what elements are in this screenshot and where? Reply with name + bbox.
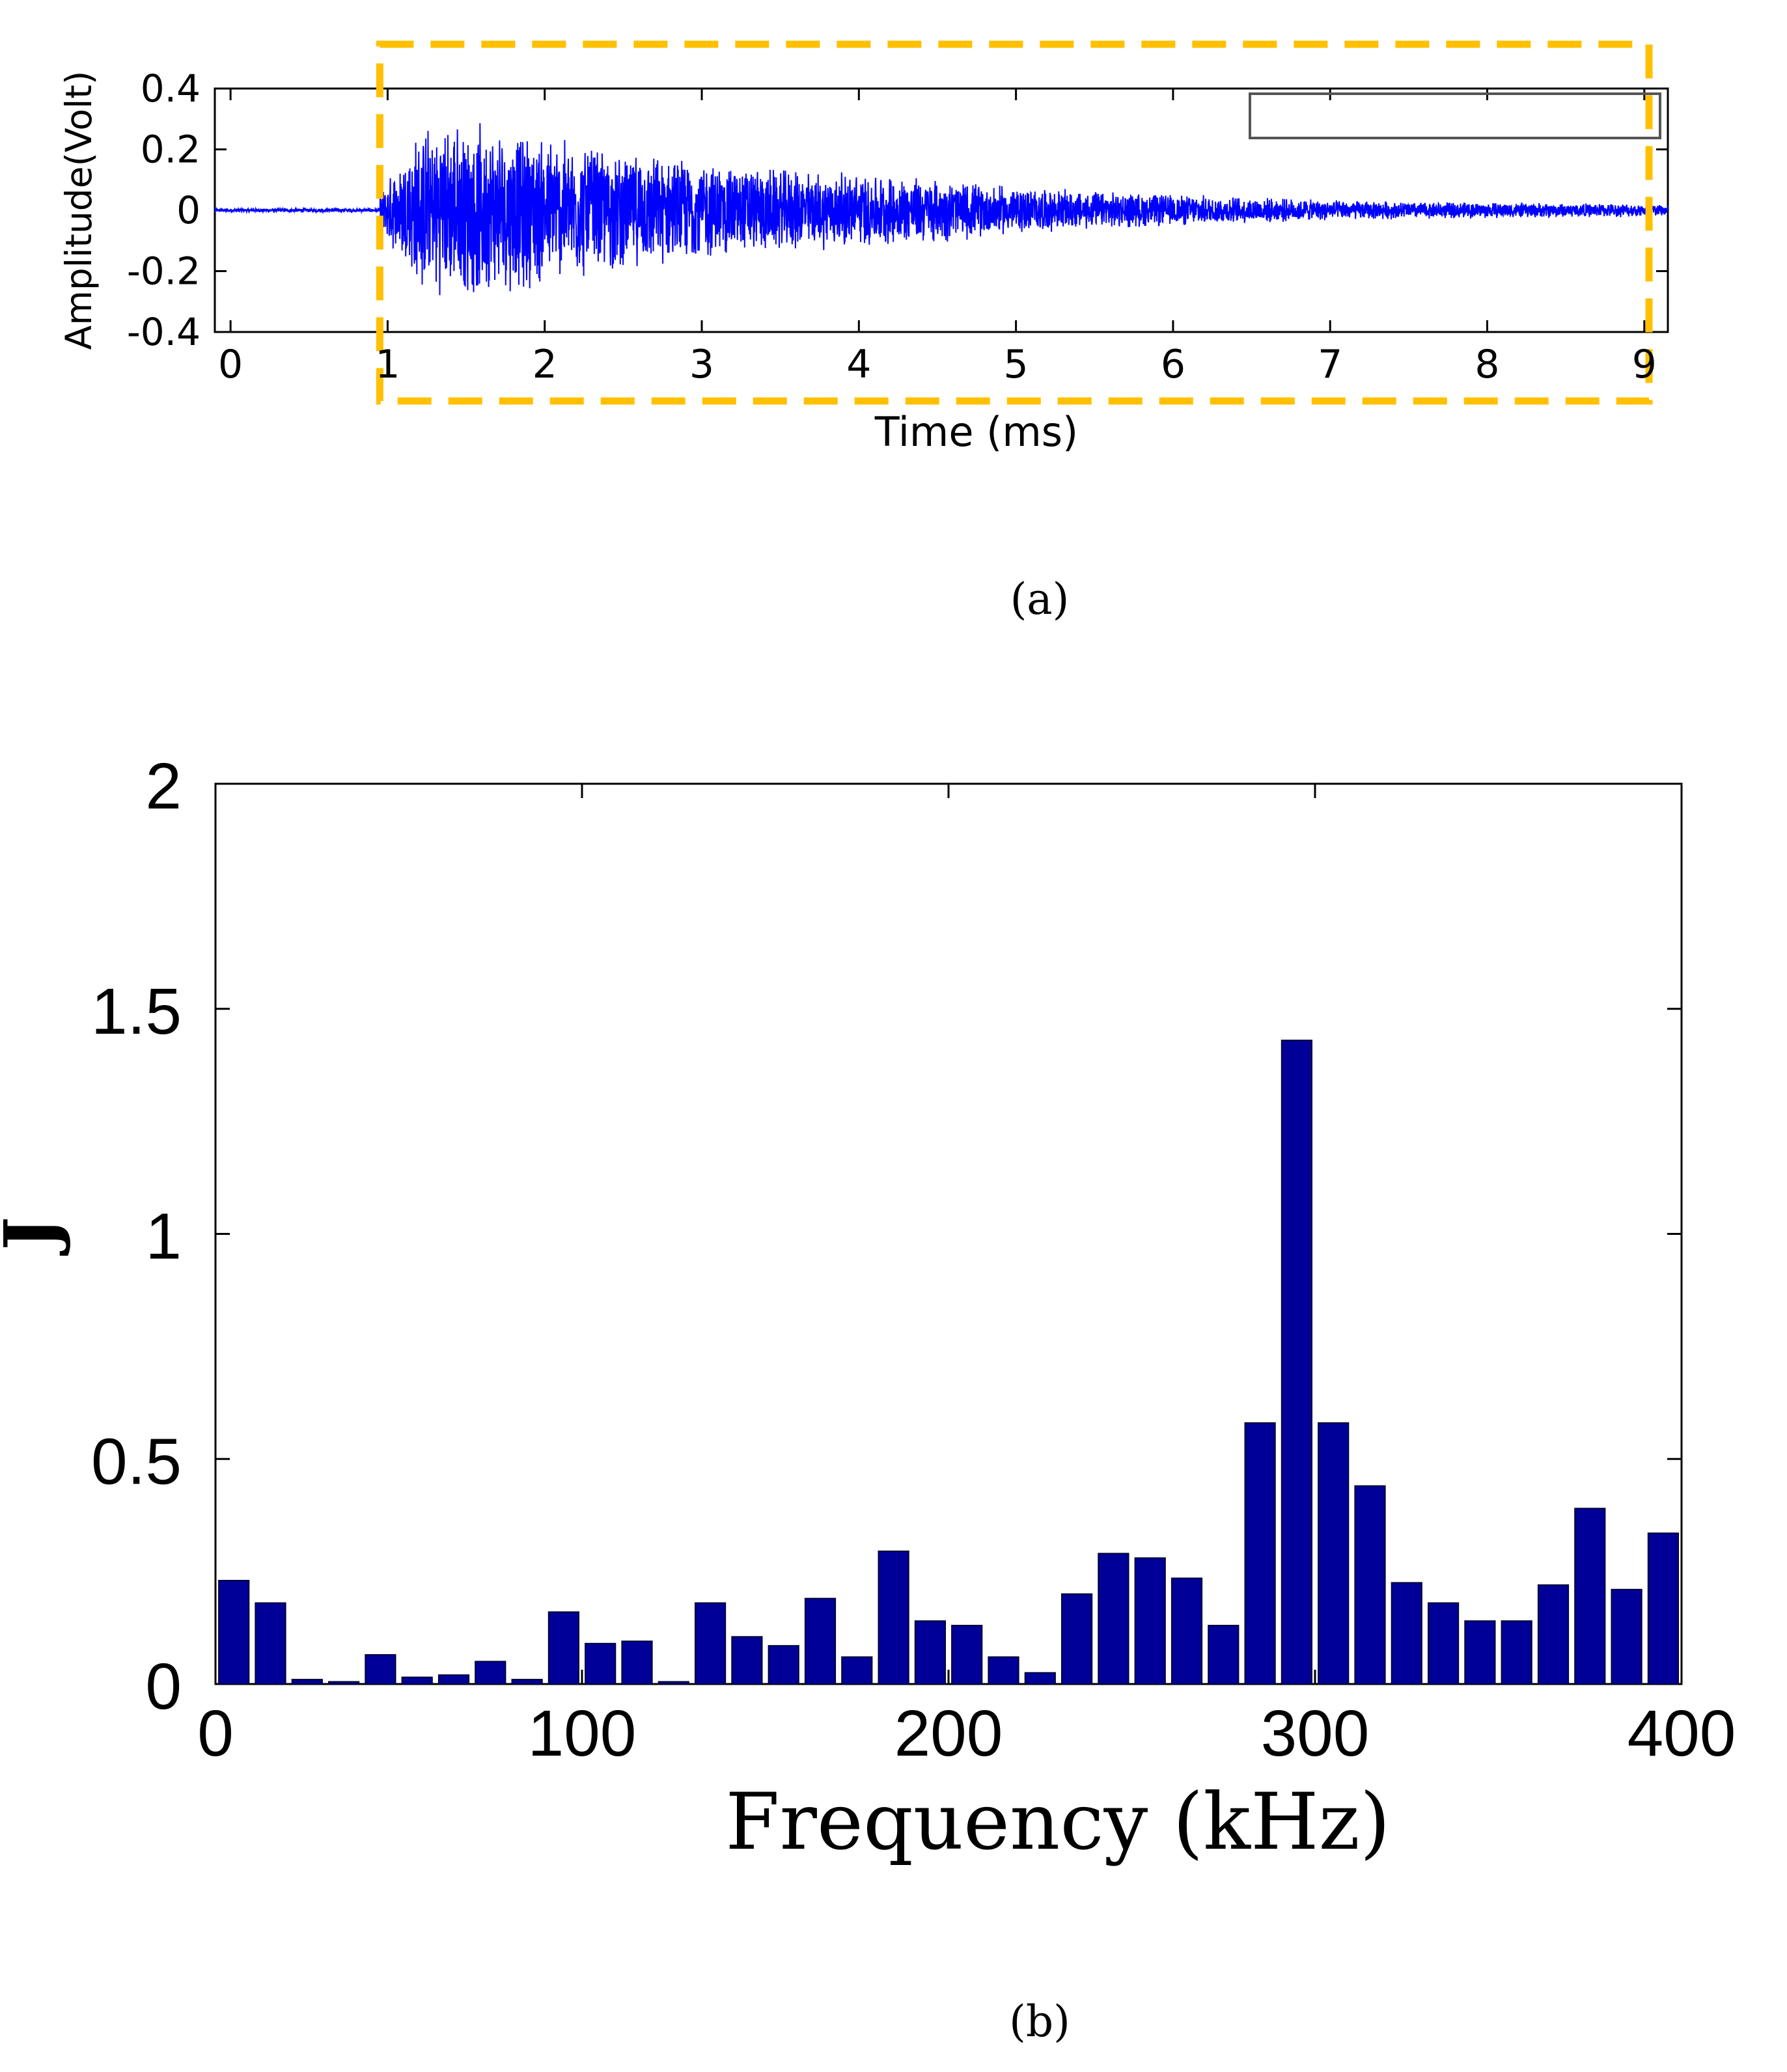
panel-b-bar: [1574, 1508, 1606, 1685]
panel-a-xtick-label: 8: [1475, 342, 1499, 387]
panel-b-bar: [328, 1681, 360, 1685]
panel-b-xtick-label: 300: [1261, 1697, 1370, 1770]
panel-b-bar: [255, 1602, 286, 1685]
panel-b-bar: [365, 1654, 396, 1685]
panel-b-bars: [218, 1040, 1680, 1685]
panel-b-bar: [1537, 1584, 1570, 1685]
panel-a-ytick-label: 0.2: [141, 128, 201, 172]
panel-b-ytick-labels: 0 0.5 1 1.5 2: [91, 750, 182, 1723]
panel-a-analysis-window: [376, 40, 1653, 405]
panel-b-axes-frame: [214, 782, 1683, 1685]
panel-a-xtick-label: 2: [533, 342, 557, 387]
panel-b-bar: [768, 1645, 799, 1685]
panel-b-bar: [695, 1602, 727, 1685]
panel-b-bar: [1098, 1553, 1129, 1685]
panel-b-bar: [1061, 1593, 1093, 1685]
panel-a-xtick-label: 5: [1004, 342, 1029, 387]
panel-a-xlabel: Time (ms): [874, 408, 1079, 456]
panel-b-bar: [1501, 1620, 1532, 1685]
panel-b-bar: [841, 1656, 873, 1685]
panel-b-bar: [1428, 1602, 1460, 1685]
panel-b-bar: [878, 1551, 909, 1685]
panel-b-xtick-label: 400: [1628, 1697, 1736, 1770]
panel-b-bar: [1208, 1625, 1240, 1685]
panel-b-bar: [914, 1620, 947, 1685]
panel-b-bar: [401, 1676, 433, 1685]
panel-b-bar: [1024, 1672, 1056, 1685]
panel-b-chart: 0 0.5 1 1.5 2 0 100 200 300 400 J Frequency (kHz…: [0, 750, 1736, 1868]
panel-b-ytick-label: 0: [145, 1650, 182, 1723]
panel-b-bar: [437, 1674, 470, 1685]
panel-b-bar: [511, 1679, 543, 1685]
caption-a: (a): [1010, 574, 1070, 624]
panel-b-xtick-label: 100: [528, 1697, 637, 1770]
panel-b-ylabel: J: [0, 1217, 72, 1256]
panel-b-bar: [1171, 1577, 1203, 1685]
panel-b-bar: [585, 1642, 616, 1685]
panel-b-bar: [1647, 1532, 1680, 1685]
panel-a-ytick-label: 0: [176, 188, 201, 232]
panel-a-xtick-label: 6: [1161, 342, 1185, 387]
panel-b-ytick-label: 2: [145, 750, 182, 823]
panel-a-xtick-label: 7: [1318, 342, 1342, 387]
panel-b-bar: [1391, 1582, 1422, 1685]
panel-b-bar: [621, 1640, 653, 1685]
panel-b-bar: [731, 1636, 763, 1685]
panel-b-bar: [1134, 1557, 1166, 1685]
panel-b-ytick-label: 1.5: [91, 975, 182, 1048]
panel-b-ticks: [214, 782, 1683, 1685]
panel-a-xtick-label: 1: [375, 342, 400, 387]
panel-a-ylabel: Amplitude(Volt): [58, 71, 100, 350]
panel-b-xtick-labels: 0 100 200 300 400: [197, 1697, 1736, 1770]
panel-b-xlabel: Frequency (kHz): [725, 1777, 1390, 1868]
panel-b-bar: [218, 1580, 250, 1685]
panel-a-xtick-label: 0: [218, 342, 243, 387]
panel-a-ytick-labels: 0.4 0.2 0 -0.2 -0.4: [127, 66, 201, 354]
panel-b-bar: [1281, 1040, 1313, 1685]
panel-b-bar: [658, 1681, 689, 1685]
panel-a-ytick-label: -0.2: [127, 249, 201, 294]
panel-b-bar: [547, 1611, 579, 1685]
panel-b-bar: [988, 1656, 1019, 1685]
panel-a-xtick-label: 3: [689, 342, 714, 387]
panel-a-ytick-label: -0.4: [127, 310, 201, 354]
caption-b: (b): [1009, 1996, 1070, 2047]
panel-a-xtick-label: 4: [846, 342, 871, 387]
panel-b-bar: [475, 1661, 506, 1685]
panel-b-xtick-label: 0: [197, 1697, 234, 1770]
panel-a-chart: 0.4 0.2 0 -0.2 -0.4 0 1 2 3 4 5 6 7 8 9 Amplitude(Vol…: [58, 40, 1669, 456]
panel-b-bar: [291, 1679, 323, 1685]
panel-b-bar: [951, 1625, 983, 1685]
panel-b-bar: [1244, 1422, 1276, 1685]
panel-a-legend-box: [1249, 92, 1661, 139]
panel-b-bar: [1464, 1620, 1496, 1685]
panel-a-signal-line: [214, 123, 1669, 296]
panel-a-xtick-labels: 0 1 2 3 4 5 6 7 8 9: [218, 342, 1657, 387]
panel-b-xtick-label: 200: [894, 1697, 1003, 1770]
panel-b-bar: [804, 1597, 837, 1685]
panel-a-ytick-label: 0.4: [141, 66, 201, 111]
panel-b-ytick-label: 1: [145, 1200, 182, 1273]
panel-b-bar: [1354, 1485, 1386, 1685]
panel-b-ytick-label: 0.5: [91, 1425, 182, 1498]
panel-b-bar: [1318, 1422, 1350, 1685]
panel-a-xtick-label: 9: [1632, 342, 1657, 387]
panel-b-bar: [1611, 1588, 1642, 1685]
